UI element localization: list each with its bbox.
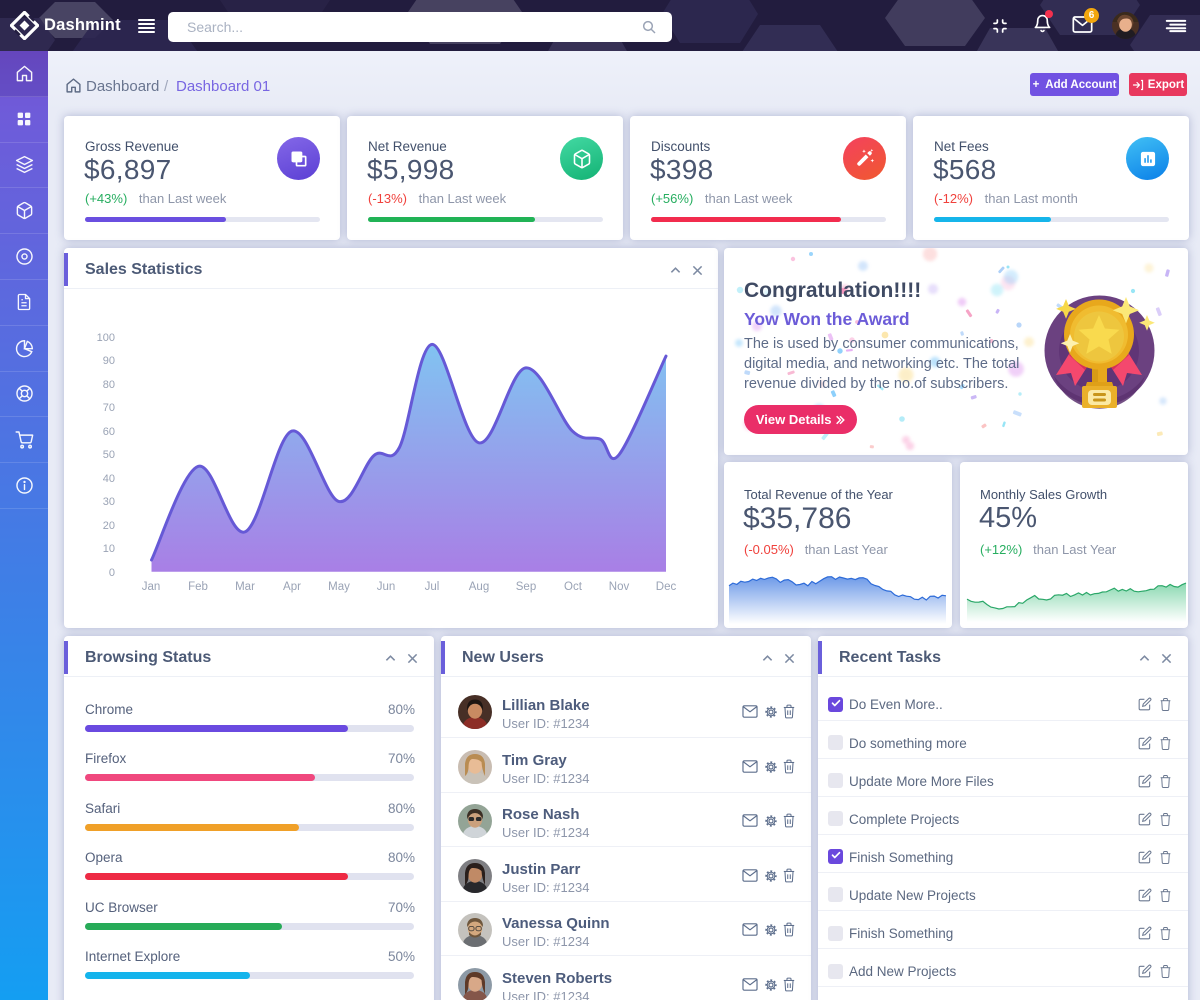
svg-text:10: 10 (103, 543, 115, 555)
svg-text:80: 80 (103, 379, 115, 391)
svg-text:100: 100 (97, 332, 115, 344)
svg-text:Aug: Aug (469, 581, 489, 593)
svg-text:50: 50 (103, 449, 115, 461)
svg-text:0: 0 (109, 567, 115, 579)
svg-text:May: May (328, 581, 350, 593)
svg-text:Jan: Jan (142, 581, 161, 593)
svg-text:40: 40 (103, 473, 115, 485)
svg-text:Feb: Feb (188, 581, 208, 593)
svg-text:Apr: Apr (283, 581, 301, 593)
svg-text:Mar: Mar (235, 581, 255, 593)
svg-text:20: 20 (103, 520, 115, 532)
svg-text:Oct: Oct (564, 581, 583, 593)
svg-text:60: 60 (103, 426, 115, 438)
svg-text:30: 30 (103, 496, 115, 508)
svg-text:70: 70 (103, 402, 115, 414)
svg-text:Jun: Jun (377, 581, 396, 593)
svg-text:Nov: Nov (609, 581, 630, 593)
svg-text:Dec: Dec (656, 581, 677, 593)
svg-text:90: 90 (103, 355, 115, 367)
svg-text:Jul: Jul (425, 581, 440, 593)
svg-text:Sep: Sep (516, 581, 536, 593)
